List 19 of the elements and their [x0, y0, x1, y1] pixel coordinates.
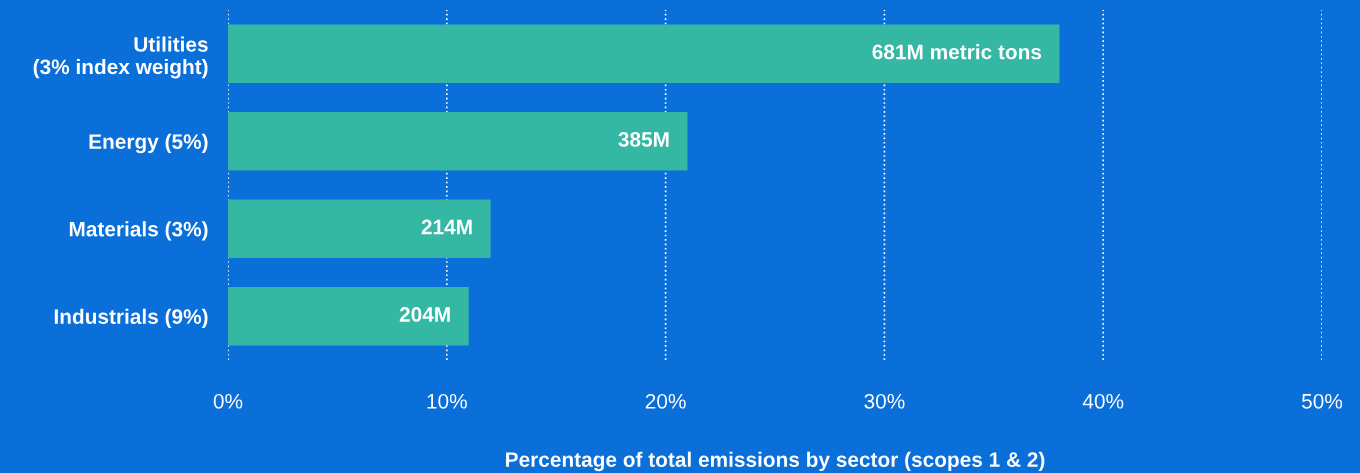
y-tick-label: Materials (3%): [69, 221, 208, 241]
x-axis-title: Percentage of total emissions by sector (scopes 1 & 2): [506, 451, 1045, 472]
y-tick-label: Industrials (9%): [54, 308, 208, 329]
x-tick-label: 50%: [1301, 393, 1343, 409]
x-tick-label: 0%: [213, 393, 243, 409]
bar: [228, 111, 688, 171]
annotation: 385M: [618, 132, 669, 147]
bar: [228, 24, 1060, 84]
bar: [228, 286, 469, 346]
annotation: 681M metric tons: [872, 44, 1042, 60]
x-tick-label: 40%: [1082, 393, 1124, 409]
annotation: 214M: [421, 219, 472, 235]
y-tick-label: Energy (5%): [89, 133, 208, 154]
bar: [228, 199, 491, 259]
y-tick-label: Utilities (3% index weight): [33, 36, 208, 79]
x-tick-label: 30%: [864, 393, 905, 409]
annotation: 204M: [399, 307, 450, 322]
x-tick-label: 10%: [427, 393, 467, 409]
x-tick-label: 20%: [645, 393, 686, 409]
